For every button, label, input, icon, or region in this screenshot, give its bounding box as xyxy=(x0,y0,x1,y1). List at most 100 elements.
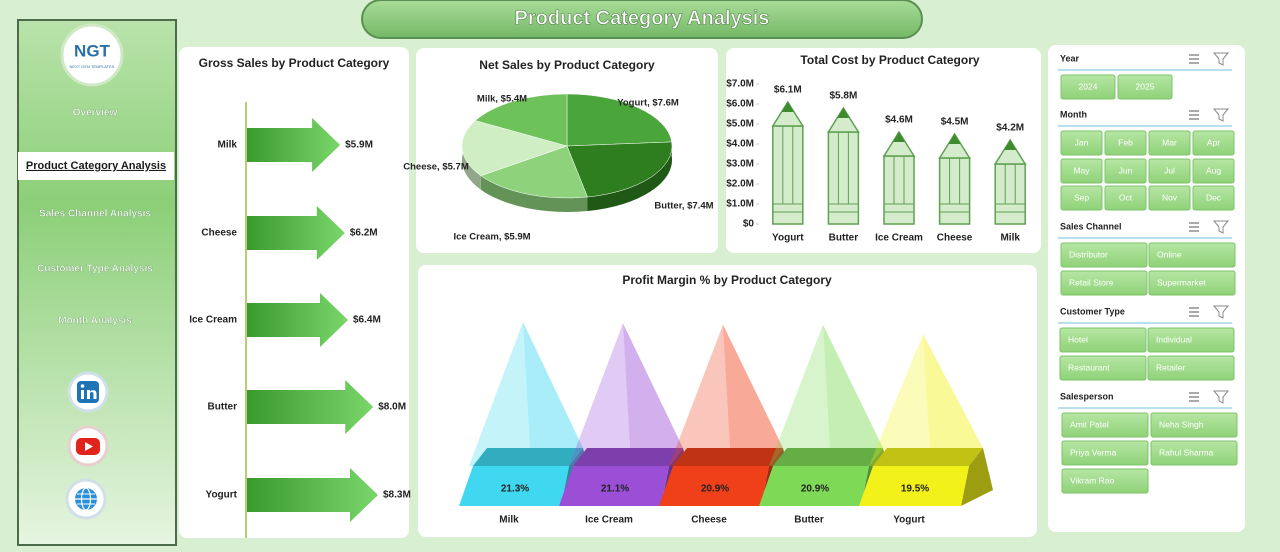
slicer-button[interactable]: Amit Patel xyxy=(1061,412,1149,438)
x-tick-label: Milk xyxy=(1000,233,1020,244)
y-tick-label: $4.0M xyxy=(726,139,754,150)
pencil-tip xyxy=(993,138,1027,165)
clear-filter-icon[interactable] xyxy=(1212,390,1230,404)
slicer-button[interactable]: Nov xyxy=(1148,185,1191,211)
arrow-bar xyxy=(247,206,345,260)
slicer-title: Customer Type xyxy=(1060,306,1125,316)
slicer-button-label: 2025 xyxy=(1136,81,1155,91)
slicer-button[interactable]: Aug xyxy=(1192,158,1235,184)
social-linkedin[interactable] xyxy=(67,371,109,413)
nav-item[interactable]: Overview xyxy=(73,107,118,119)
slicer-button-bg xyxy=(1147,327,1235,353)
slicer-button[interactable]: Jul xyxy=(1148,158,1191,184)
slicer-button[interactable]: Retailer xyxy=(1147,355,1235,381)
pencil-body xyxy=(772,125,804,225)
header-title: Product Category Analysis xyxy=(515,7,770,29)
clear-filter-icon[interactable] xyxy=(1212,52,1230,66)
pyramid-face xyxy=(769,324,831,466)
y-tick-label: $6.0M xyxy=(726,99,754,110)
slicer-button-label: Feb xyxy=(1118,137,1133,147)
sidebar xyxy=(17,19,177,546)
slicer-button[interactable]: Distributor xyxy=(1060,242,1148,268)
prism-top xyxy=(873,448,983,466)
pencil-bar xyxy=(882,130,916,225)
value-label: $4.2M xyxy=(996,123,1024,134)
nav-item[interactable]: Product Category Analysis xyxy=(26,160,166,172)
slicer-button-label: Jan xyxy=(1075,137,1089,147)
slicer-button[interactable]: Jun xyxy=(1104,158,1147,184)
clear-filter-icon[interactable] xyxy=(1212,305,1230,319)
multi-select-icon[interactable] xyxy=(1189,54,1199,64)
pencil-tip xyxy=(771,100,805,127)
slicer-button[interactable]: Priya Verma xyxy=(1061,440,1149,466)
slicer-button[interactable]: Hotel xyxy=(1059,327,1147,353)
value-label: $6.4M xyxy=(353,315,381,326)
slicer-button-label: Retail Store xyxy=(1069,277,1114,287)
social-website[interactable] xyxy=(65,478,107,520)
slicer-button[interactable]: Feb xyxy=(1104,130,1147,156)
x-tick-label: Yogurt xyxy=(772,233,804,244)
slicer-button-bg xyxy=(1060,74,1116,100)
y-tick-label: $0 xyxy=(743,219,755,230)
slicer-title: Sales Channel xyxy=(1060,221,1122,231)
slicer-button-label: Hotel xyxy=(1068,334,1088,344)
pencil-tip xyxy=(938,132,971,159)
x-tick-label: Yogurt xyxy=(893,515,925,526)
pencil-body xyxy=(994,163,1026,225)
slicer-button[interactable]: Vikram Rao xyxy=(1061,468,1149,494)
slicer-button[interactable]: Supermarket xyxy=(1148,270,1236,296)
nav-item[interactable]: Customer Type Analysis xyxy=(37,263,153,275)
slicer-button-bg xyxy=(1117,74,1173,100)
clear-filter-icon[interactable] xyxy=(1212,220,1230,234)
pyramid-face xyxy=(469,322,531,466)
slicer-button-bg xyxy=(1060,158,1103,184)
pyramid xyxy=(459,322,593,506)
slicer-button-label: Mar xyxy=(1162,137,1177,147)
slicer-button[interactable]: Online xyxy=(1148,242,1236,268)
multi-select-icon[interactable] xyxy=(1189,307,1199,317)
value-label: $6.2M xyxy=(350,228,378,239)
multi-select-icon[interactable] xyxy=(1189,110,1199,120)
slicer-button[interactable]: Individual xyxy=(1147,327,1235,353)
social-youtube[interactable] xyxy=(67,425,109,467)
slicer-button[interactable]: May xyxy=(1060,158,1103,184)
value-label: $8.0M xyxy=(378,402,406,413)
prism-front xyxy=(459,466,569,506)
slicer-button[interactable]: Restaurant xyxy=(1059,355,1147,381)
slicer-button-bg xyxy=(1059,327,1147,353)
slicer-button[interactable]: Apr xyxy=(1192,130,1235,156)
slicer-button[interactable]: 2025 xyxy=(1117,74,1173,100)
slicer-button[interactable]: Neha Singh xyxy=(1150,412,1238,438)
value-label: $6.1M xyxy=(774,85,802,96)
y-tick-label: $5.0M xyxy=(726,119,754,130)
prism-front xyxy=(559,466,669,506)
slicer-button[interactable]: Rahul Sharma xyxy=(1150,440,1238,466)
nav-item[interactable]: Month Analysis xyxy=(58,315,132,327)
slicer-button[interactable]: Dec xyxy=(1192,185,1235,211)
prism-side xyxy=(961,448,993,506)
slicer-button[interactable]: 2024 xyxy=(1060,74,1116,100)
slicer-button[interactable]: Sep xyxy=(1060,185,1103,211)
chart-title: Total Cost by Product Category xyxy=(800,53,979,67)
slicer-button[interactable]: Retail Store xyxy=(1060,270,1148,296)
multi-select-icon[interactable] xyxy=(1189,222,1199,232)
arrow-bar xyxy=(247,468,378,522)
pie-side xyxy=(480,175,588,212)
slicer-button[interactable]: Mar xyxy=(1148,130,1191,156)
slicer-button[interactable]: Jan xyxy=(1060,130,1103,156)
slicer-button[interactable]: Oct xyxy=(1104,185,1147,211)
slicer-button-label: 2024 xyxy=(1079,81,1098,91)
pyramid-face xyxy=(823,324,883,466)
nav-item[interactable]: Sales Channel Analysis xyxy=(39,208,152,220)
x-tick-label: Butter xyxy=(829,233,859,244)
prism-front xyxy=(859,466,969,506)
slicer-button-label: Online xyxy=(1157,249,1182,259)
pencil-lead xyxy=(1004,140,1017,150)
clear-filter-icon[interactable] xyxy=(1212,108,1230,122)
pencil-tip xyxy=(882,130,916,157)
logo xyxy=(60,23,124,87)
pyramid-face xyxy=(669,324,731,466)
multi-select-icon[interactable] xyxy=(1189,392,1199,402)
